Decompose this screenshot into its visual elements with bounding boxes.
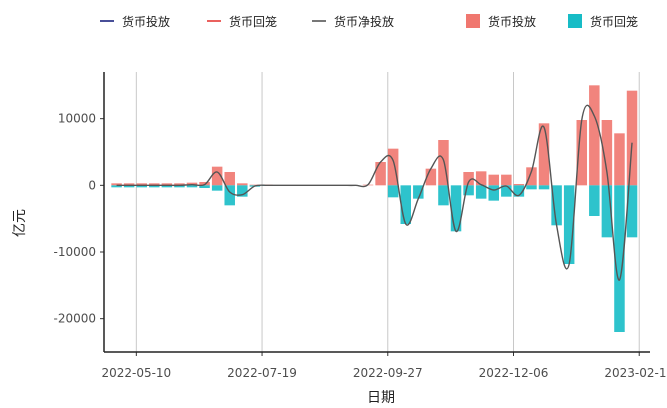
outflow-bar	[526, 185, 537, 189]
inflow-bar	[514, 184, 525, 185]
y-tick-label: 10000	[58, 112, 96, 126]
outflow-bar	[438, 185, 449, 205]
inflow-bar	[589, 85, 600, 185]
y-tick-label: 0	[88, 178, 96, 192]
outflow-bar	[388, 185, 399, 197]
legend-bar-key	[466, 14, 480, 28]
x-tick-label: 2022-05-10	[101, 366, 171, 380]
legend-bar-key	[568, 14, 582, 28]
inflow-bar	[476, 171, 487, 185]
axes: 2022-05-10 2022-07-19 2022-09-27 2022-12-06…	[53, 72, 667, 380]
outflow-bar	[224, 185, 235, 205]
legend-label: 货币投放	[488, 14, 536, 29]
y-tick-label: -10000	[53, 245, 96, 259]
inflow-bar	[627, 91, 638, 186]
x-tick-label: 2023-02-14	[604, 366, 667, 380]
grid	[136, 72, 639, 352]
legend: 货币投放 货币回笼 货币净投放 货币投放 货币回笼	[100, 14, 638, 29]
legend-label: 货币回笼	[229, 14, 277, 29]
legend-label: 货币净投放	[334, 14, 394, 29]
legend-item: 货币回笼	[207, 14, 277, 29]
inflow-bar	[488, 175, 499, 186]
y-tick-label: -20000	[53, 312, 96, 326]
inflow-bar	[237, 183, 248, 185]
outflow-bar	[488, 185, 499, 200]
legend-item: 货币净投放	[312, 14, 394, 29]
inflow-bar	[614, 133, 625, 185]
inflow-bar	[224, 172, 235, 185]
x-tick-label: 2022-07-19	[227, 366, 297, 380]
legend-label: 货币回笼	[590, 14, 638, 29]
outflow-bar	[539, 185, 550, 189]
x-tick-label: 2022-12-06	[479, 366, 549, 380]
outflow-bar	[400, 185, 411, 224]
outflow-bar	[413, 185, 424, 198]
x-tick-label: 2022-09-27	[353, 366, 423, 380]
legend-label: 货币投放	[122, 14, 170, 29]
outflow-bar	[589, 185, 600, 216]
legend-item: 货币投放	[466, 14, 536, 29]
bars	[111, 85, 637, 332]
inflow-bar	[375, 162, 386, 185]
legend-item: 货币投放	[100, 14, 170, 29]
inflow-bar	[501, 175, 512, 186]
y-axis-title: 亿元	[12, 209, 28, 237]
outflow-bar	[212, 185, 223, 190]
x-axis-title: 日期	[367, 390, 395, 406]
legend-item: 货币回笼	[568, 14, 638, 29]
outflow-bar	[476, 185, 487, 198]
